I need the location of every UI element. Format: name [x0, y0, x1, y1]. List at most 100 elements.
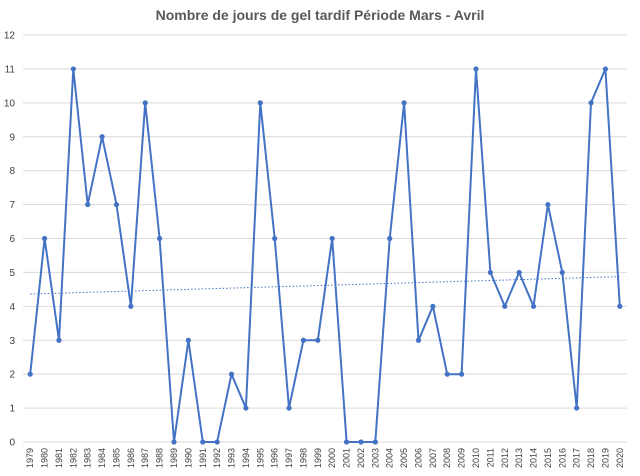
- series-line-layer: [29, 67, 621, 443]
- data-point: [459, 371, 465, 377]
- x-tick-label: 1982: [68, 448, 78, 468]
- x-tick-label: 2007: [428, 448, 438, 468]
- y-tick-label: 11: [5, 64, 16, 75]
- data-point: [502, 303, 508, 309]
- x-tick-label: 2015: [543, 448, 553, 468]
- data-point: [200, 439, 206, 445]
- x-tick-label: 2011: [485, 448, 495, 467]
- data-point: [401, 100, 407, 106]
- x-tick-label: 2006: [413, 448, 423, 468]
- x-tick-label: 1989: [169, 448, 179, 468]
- data-point: [602, 66, 609, 72]
- y-tick-label: 10: [4, 98, 16, 109]
- x-tick-label: 2001: [342, 448, 352, 468]
- data-point: [300, 337, 307, 343]
- gridlines: [23, 34, 627, 443]
- data-point: [487, 269, 493, 276]
- y-tick-label: 3: [9, 336, 15, 347]
- x-tick-label: 2012: [500, 448, 510, 468]
- x-tick-label: 1991: [198, 448, 208, 468]
- data-point: [343, 439, 350, 445]
- data-point: [41, 235, 48, 242]
- x-tick-label: 2020: [615, 448, 625, 468]
- data-point: [530, 303, 537, 309]
- y-tick-label: 7: [9, 200, 15, 211]
- data-point: [430, 303, 436, 309]
- data-point: [257, 100, 263, 106]
- x-tick-label: 1984: [97, 448, 107, 468]
- data-point: [588, 100, 594, 106]
- data-point: [286, 405, 292, 411]
- x-tick-label: 1983: [83, 448, 93, 468]
- data-point: [185, 337, 191, 343]
- x-tick-label: 2013: [514, 448, 524, 468]
- x-tick-label: 1980: [40, 448, 50, 468]
- x-tick-label: 1985: [111, 448, 121, 468]
- y-tick-label: 6: [9, 234, 15, 245]
- x-tick-label: 1988: [155, 448, 165, 468]
- data-point: [128, 303, 134, 309]
- x-tick-label: 2016: [557, 448, 567, 468]
- data-points: [27, 66, 623, 445]
- data-point: [27, 371, 33, 377]
- y-tick-label: 12: [4, 31, 16, 42]
- y-tick-label: 1: [9, 404, 15, 415]
- data-point: [85, 201, 91, 208]
- data-point: [228, 371, 235, 377]
- x-tick-label: 2009: [457, 448, 467, 468]
- x-tick-label: 1993: [227, 448, 237, 468]
- x-tick-label: 1979: [25, 448, 35, 468]
- data-point: [171, 439, 177, 445]
- x-tick-label: 2017: [572, 448, 582, 468]
- data-point: [559, 269, 565, 276]
- data-point: [329, 235, 335, 242]
- x-tick-label: 1987: [140, 448, 150, 468]
- data-point: [387, 235, 393, 242]
- x-tick-label: 2014: [529, 448, 539, 468]
- y-tick-label: 5: [9, 268, 15, 279]
- y-tick-label: 9: [9, 132, 15, 143]
- data-point: [243, 405, 249, 411]
- x-tick-label: 1992: [212, 448, 222, 468]
- x-tick-label: 2005: [399, 448, 409, 468]
- x-axis-ticks: 1979 1980 1981 1982 1983 1984 1985 1986 1987 1988…: [25, 448, 625, 468]
- data-point: [315, 337, 321, 343]
- data-point: [70, 66, 76, 72]
- data-point: [272, 235, 278, 242]
- data-point: [99, 134, 105, 140]
- data-point: [617, 303, 623, 309]
- chart-title: Nombre de jours de gel tardif Période Ma…: [156, 7, 485, 23]
- data-point: [358, 439, 364, 445]
- x-tick-label: 1981: [54, 448, 64, 468]
- x-tick-label: 2008: [442, 448, 452, 468]
- x-tick-label: 2002: [356, 448, 366, 468]
- y-tick-label: 2: [9, 370, 15, 381]
- x-tick-label: 1990: [183, 448, 193, 468]
- data-point: [56, 337, 62, 343]
- x-tick-label: 1998: [298, 448, 308, 468]
- y-tick-label: 4: [9, 302, 15, 313]
- x-tick-label: 2010: [471, 448, 481, 468]
- x-tick-label: 1995: [255, 448, 265, 468]
- data-point: [516, 269, 522, 276]
- data-point: [157, 235, 163, 242]
- x-tick-label: 1996: [270, 448, 280, 468]
- x-tick-label: 1997: [284, 448, 294, 468]
- x-tick-label: 2000: [327, 448, 337, 468]
- data-point: [574, 405, 580, 411]
- data-point: [473, 66, 479, 72]
- x-tick-label: 2003: [370, 448, 380, 468]
- x-tick-label: 1999: [313, 448, 323, 468]
- y-tick-label: 8: [9, 166, 15, 177]
- data-point: [545, 201, 551, 208]
- data-point: [444, 371, 450, 377]
- data-point: [214, 439, 220, 445]
- data-point: [113, 201, 120, 208]
- x-tick-label: 1994: [241, 448, 251, 468]
- series-line: [29, 67, 621, 443]
- y-tick-label: 0: [9, 438, 15, 449]
- data-point: [142, 100, 148, 106]
